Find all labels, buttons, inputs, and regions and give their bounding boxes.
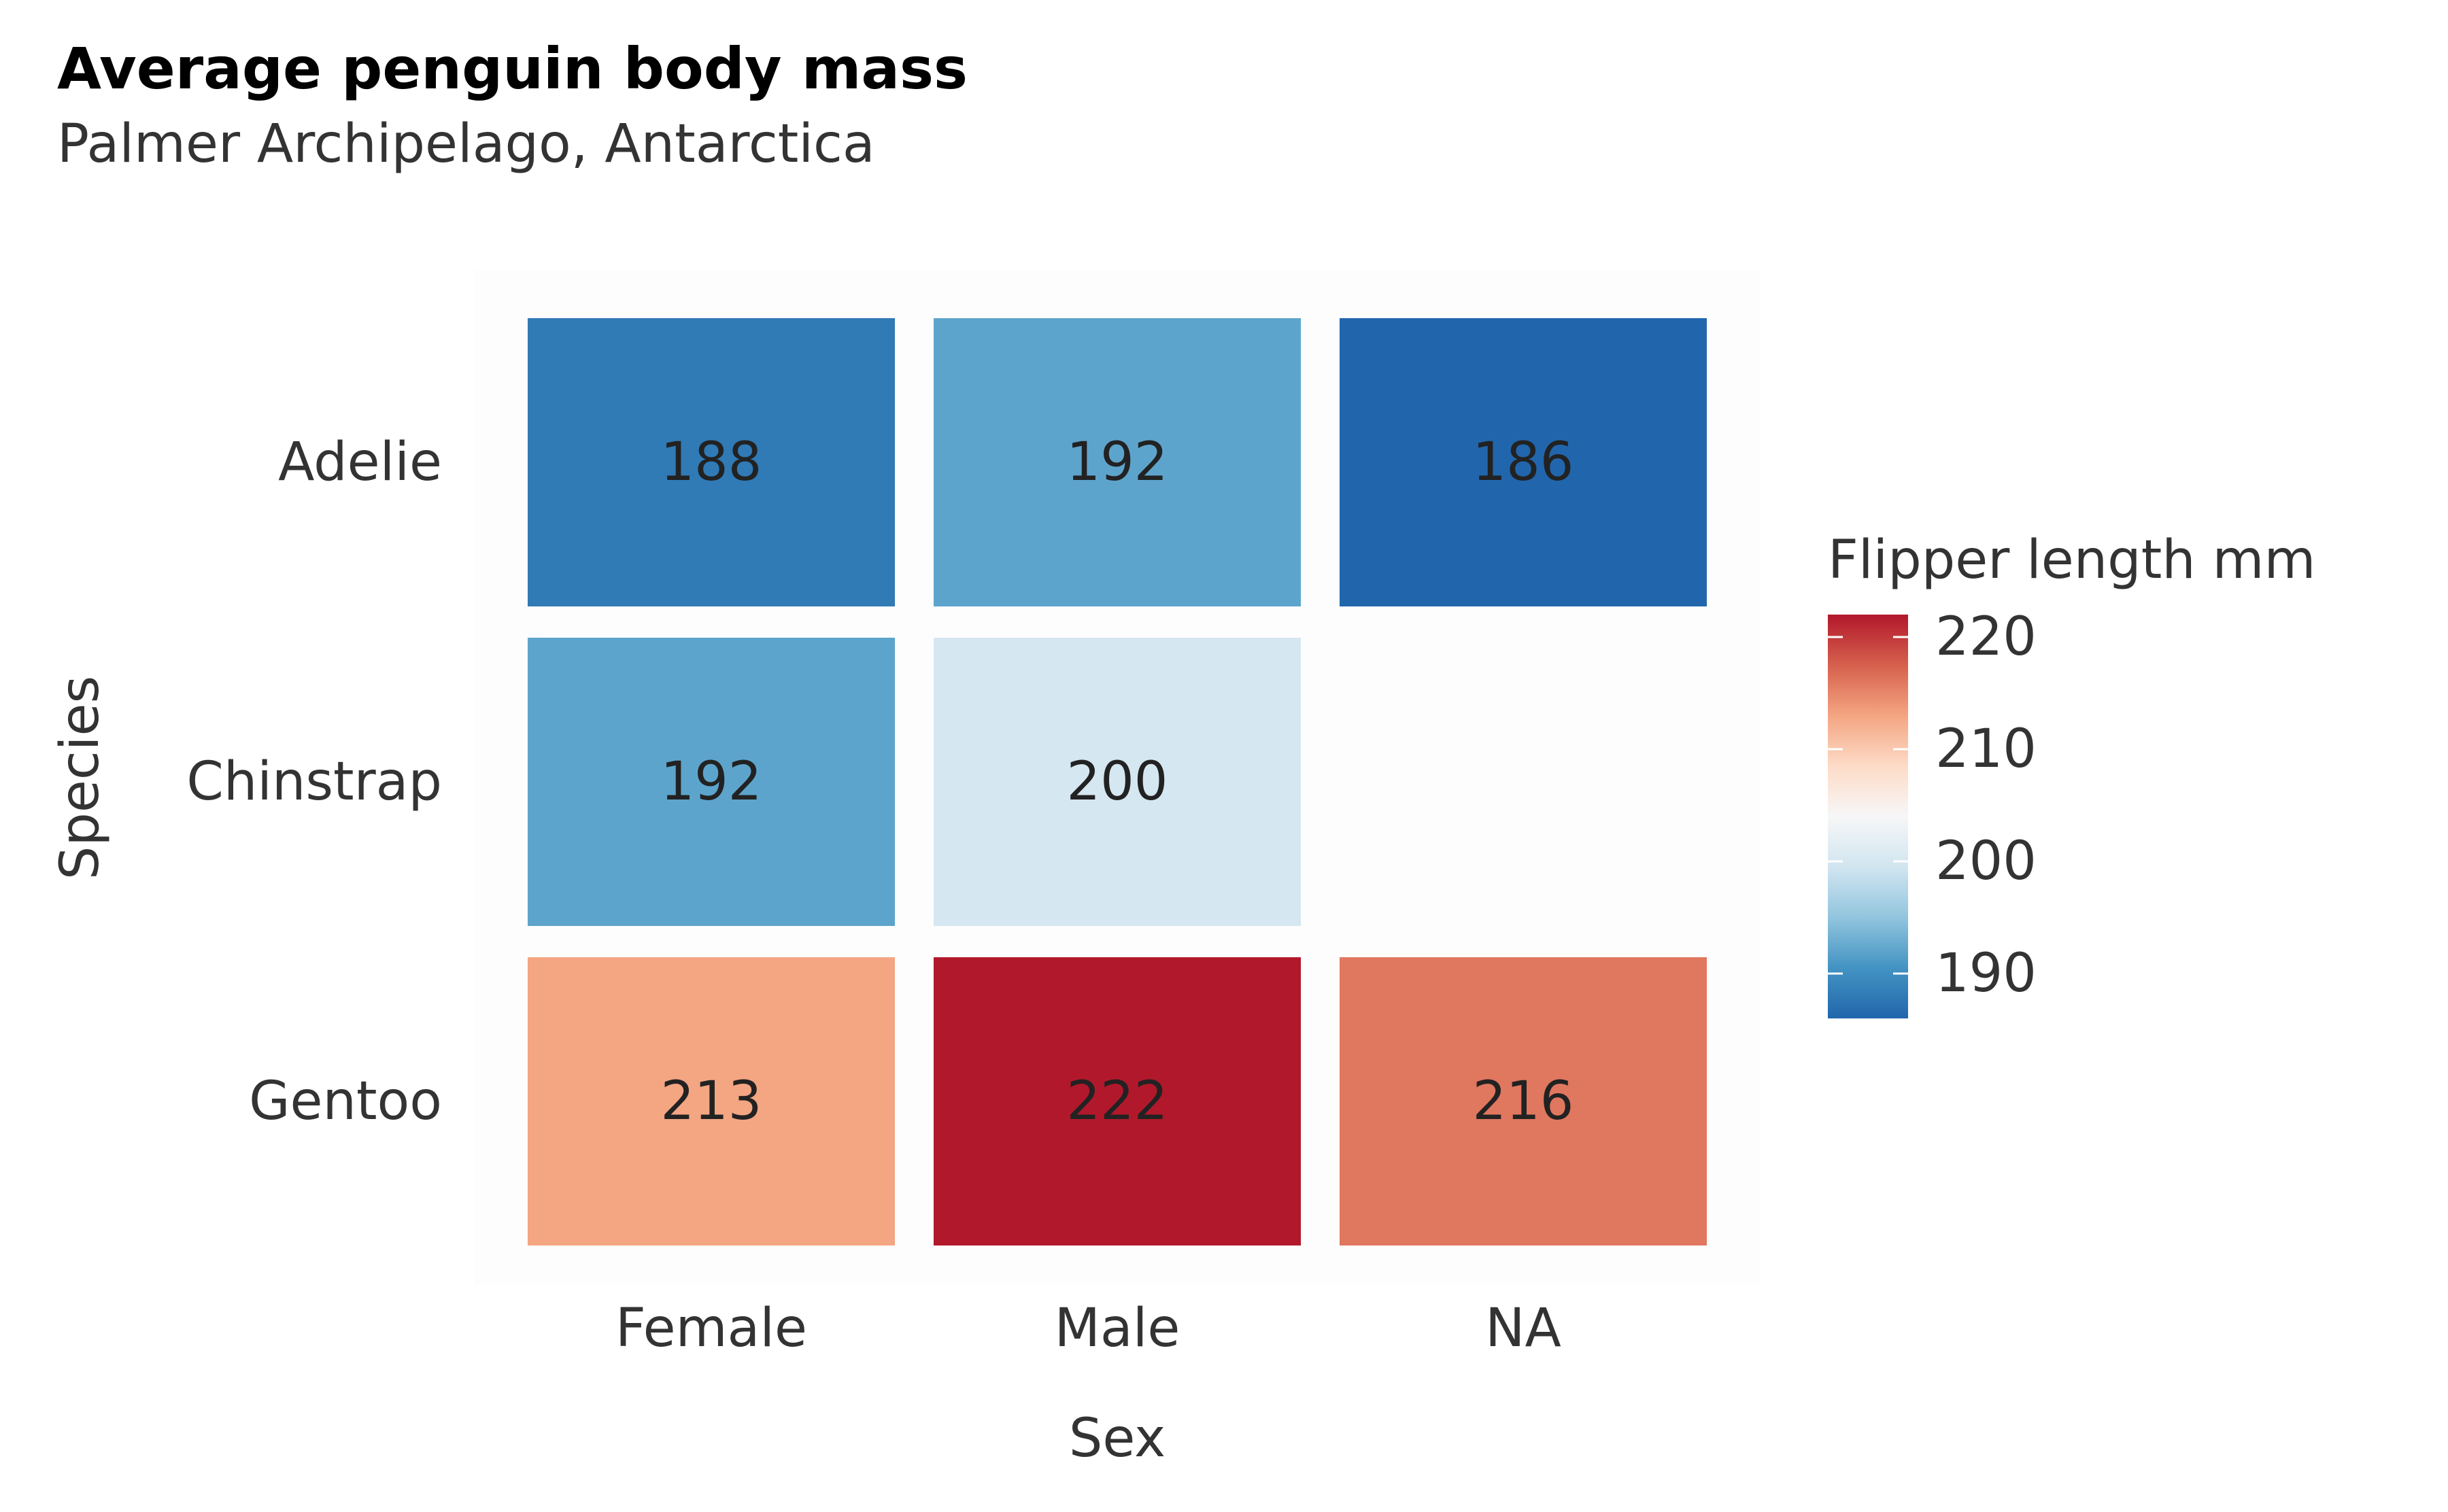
heatmap-cell-adelie-na <box>1340 318 1707 606</box>
x-axis-label: Sex <box>1069 1408 1166 1469</box>
heatmap-cell-gentoo-female <box>528 957 895 1245</box>
color-legend: Flipper length mm 190 200 210 220 <box>1828 530 2315 1018</box>
x-tick-label-na: NA <box>1485 1298 1561 1359</box>
heatmap-cell-chinstrap-female <box>528 638 895 926</box>
y-axis-ticks: Adelie Chinstrap Gentoo <box>186 432 442 1132</box>
legend-tick-label-200: 200 <box>1935 831 2037 892</box>
legend-colorbar <box>1828 615 1908 1018</box>
heatmap-cell-adelie-male <box>934 318 1301 606</box>
cell-value-chinstrap-male: 200 <box>1067 751 1168 812</box>
heatmap-cells: 188 192 186 192 200 213 222 216 <box>528 318 1707 1245</box>
y-tick-label-gentoo: Gentoo <box>249 1071 442 1132</box>
legend-ticks: 190 200 210 220 <box>1828 606 2037 1004</box>
legend-tick-label-210: 210 <box>1935 719 2037 780</box>
x-tick-label-female: Female <box>615 1298 807 1359</box>
y-tick-label-adelie: Adelie <box>278 432 442 493</box>
x-axis-ticks: Female Male NA <box>615 1298 1561 1359</box>
chart-subtitle: Palmer Archipelago, Antarctica <box>57 114 875 175</box>
heatmap-cell-adelie-female <box>528 318 895 606</box>
cell-value-adelie-na: 186 <box>1473 432 1574 493</box>
cell-value-adelie-male: 192 <box>1067 432 1168 493</box>
legend-tick-label-220: 220 <box>1935 606 2037 668</box>
heatmap-cell-chinstrap-male <box>934 638 1301 926</box>
cell-value-gentoo-na: 216 <box>1473 1071 1574 1132</box>
legend-tick-label-190: 190 <box>1935 943 2037 1004</box>
heatmap-cell-gentoo-male <box>934 957 1301 1245</box>
cell-value-adelie-female: 188 <box>661 432 762 493</box>
heatmap-cell-gentoo-na <box>1340 957 1707 1245</box>
y-tick-label-chinstrap: Chinstrap <box>186 751 442 812</box>
chart-title: Average penguin body mass <box>57 35 968 102</box>
y-axis-label: Species <box>50 676 111 880</box>
cell-value-gentoo-male: 222 <box>1067 1071 1168 1132</box>
x-tick-label-male: Male <box>1055 1298 1180 1359</box>
legend-title: Flipper length mm <box>1828 530 2315 591</box>
cell-value-chinstrap-female: 192 <box>661 751 762 812</box>
cell-value-gentoo-female: 213 <box>661 1071 762 1132</box>
